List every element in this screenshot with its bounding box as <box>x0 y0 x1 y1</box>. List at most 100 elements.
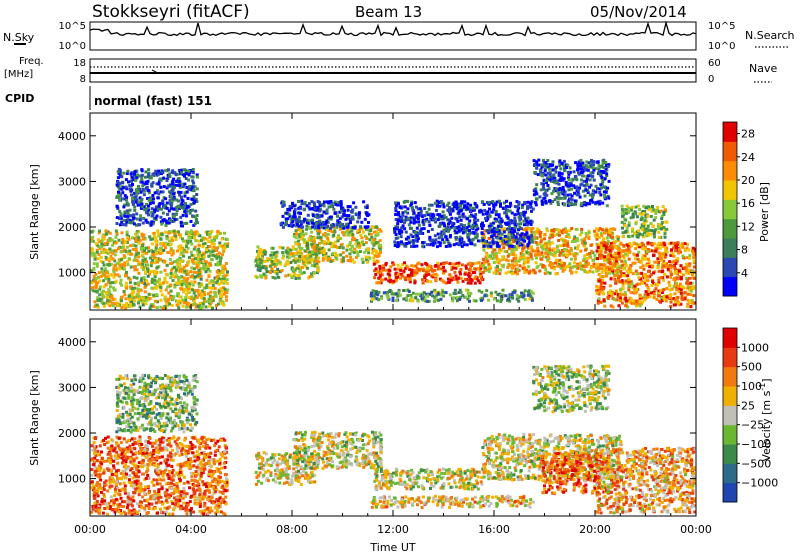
power-cell <box>97 257 100 260</box>
power-cell <box>166 179 169 182</box>
power-cell <box>570 258 573 261</box>
power-cell <box>183 276 186 279</box>
power-cell <box>318 251 321 254</box>
power-cell <box>154 300 157 303</box>
power-cell <box>100 275 103 278</box>
power-cell <box>434 278 437 281</box>
power-cell <box>676 296 679 299</box>
power-cell <box>310 231 313 234</box>
power-cell <box>150 264 153 267</box>
power-cell <box>423 207 426 210</box>
power-cell <box>205 286 208 289</box>
power-cell <box>215 247 218 250</box>
power-cell <box>493 297 496 300</box>
power-cell <box>313 272 316 275</box>
power-cell <box>517 300 520 303</box>
power-cell <box>375 241 378 244</box>
power-cell <box>489 215 492 218</box>
power-cell <box>117 176 120 179</box>
power-cell <box>406 294 409 297</box>
power-cell <box>177 205 180 208</box>
power-cell <box>189 237 192 240</box>
power-cell <box>107 278 110 281</box>
power-cell <box>146 263 149 266</box>
power-cell <box>137 190 140 193</box>
power-cell <box>282 247 285 250</box>
power-cell <box>411 269 414 272</box>
power-cell <box>131 183 134 186</box>
power-cell <box>527 265 530 268</box>
power-cell <box>561 264 564 267</box>
power-cell <box>157 173 160 176</box>
power-cell <box>632 272 635 275</box>
power-cell <box>673 277 676 280</box>
power-cell <box>120 212 123 215</box>
power-cell <box>408 242 411 245</box>
power-cell <box>551 241 554 244</box>
power-region-3 <box>292 225 382 264</box>
power-cell <box>193 236 196 239</box>
power-cell <box>126 260 129 263</box>
power-cell <box>345 255 348 258</box>
power-cell <box>480 278 483 281</box>
power-cell <box>211 307 214 310</box>
power-cell <box>626 274 629 277</box>
power-cell <box>254 259 257 262</box>
power-cell <box>534 253 537 256</box>
power-cell <box>213 239 216 242</box>
power-cell <box>193 248 196 251</box>
power-cell <box>508 247 511 250</box>
power-cell <box>480 291 483 294</box>
power-cell <box>160 179 163 182</box>
power-cell <box>671 261 674 264</box>
power-cell <box>125 196 128 199</box>
power-cell <box>371 225 374 228</box>
power-cell <box>460 219 463 222</box>
power-cell <box>316 265 319 268</box>
power-cell <box>656 283 659 286</box>
power-cell <box>397 214 400 217</box>
power-cell <box>458 229 461 232</box>
power-cell <box>203 267 206 270</box>
freq-panel-frame <box>90 59 696 82</box>
power-cell <box>681 298 684 301</box>
power-cell <box>152 181 155 184</box>
power-cell <box>189 240 192 243</box>
power-cell <box>353 248 356 251</box>
power-cell <box>427 230 430 233</box>
power-cell <box>685 269 688 272</box>
power-cell <box>417 220 420 223</box>
power-cell <box>156 266 159 269</box>
power-cell <box>498 272 501 275</box>
power-cell <box>483 249 486 252</box>
power-cell <box>154 236 157 239</box>
power-cell <box>214 287 217 290</box>
power-cell <box>129 278 132 281</box>
power-cell <box>452 263 455 266</box>
power-cell <box>164 169 167 172</box>
power-cell <box>131 293 134 296</box>
power-cell <box>123 290 126 293</box>
power-cell <box>662 279 665 282</box>
power-cell <box>170 194 173 197</box>
power-cell <box>424 220 427 223</box>
power-cell <box>173 230 176 233</box>
power-cell <box>186 205 189 208</box>
power-cell <box>208 300 211 303</box>
power-cell <box>152 213 155 216</box>
power-cell <box>205 248 208 251</box>
power-cell <box>118 198 121 201</box>
power-cell <box>335 258 338 261</box>
power-cell <box>179 265 182 268</box>
power-cell <box>412 292 415 295</box>
power-cell <box>405 297 408 300</box>
power-cell <box>494 203 497 206</box>
power-cell <box>658 300 661 303</box>
power-cell <box>129 244 132 247</box>
power-cell <box>188 185 191 188</box>
power-cell <box>346 226 349 229</box>
power-cell <box>129 303 132 306</box>
power-cell <box>583 237 586 240</box>
power-cell <box>183 195 186 198</box>
power-cell <box>472 271 475 274</box>
